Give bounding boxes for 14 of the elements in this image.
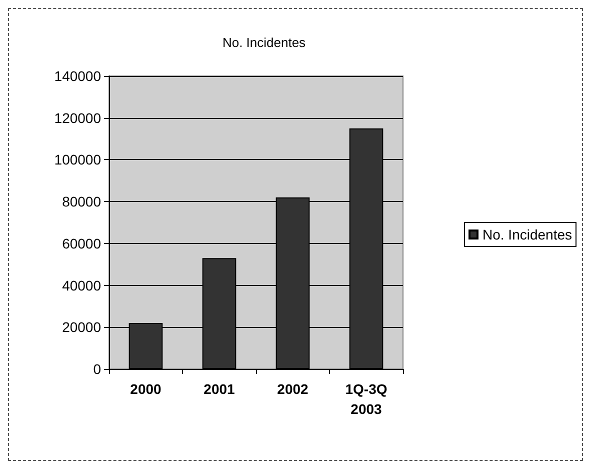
y-tick-label: 40000 [62,277,102,294]
chart-title: No. Incidentes [222,35,306,50]
x-tick-label: 2001 [204,381,236,397]
y-tick-label: 140000 [54,68,102,84]
y-tick-label: 0 [93,361,102,377]
y-tick-label: 80000 [62,194,102,210]
y-tick-label: 60000 [62,235,102,252]
x-tick-label: 2000 [130,381,162,397]
x-tick-label: 1Q-3Q 2003 [345,381,388,417]
legend-label: No. Incidentes [482,226,572,242]
y-tick-label: 100000 [54,152,102,168]
y-tick-label: 20000 [62,319,102,336]
y-tick-label: 120000 [54,110,102,126]
x-tick-label: 2002 [277,381,309,397]
